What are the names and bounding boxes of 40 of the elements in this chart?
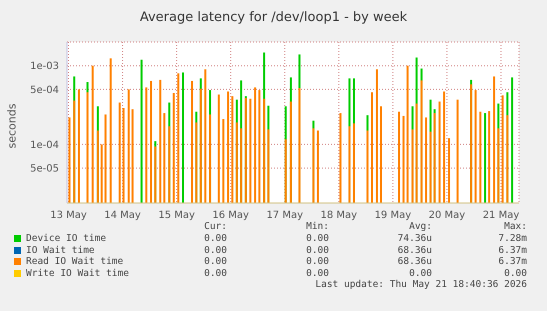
- legend-label: Write IO Wait time: [26, 268, 129, 278]
- text: 0.00: [203, 268, 227, 278]
- x-tick-label: 13 May: [50, 210, 87, 222]
- x-tick-label: 19 May: [374, 210, 412, 222]
- text: 68.36u: [396, 256, 432, 267]
- y-tick-label: 1e-03: [30, 61, 59, 72]
- text: 0.00: [503, 268, 527, 278]
- text: Last update: Thu May 21 18:40:36 2026: [315, 279, 527, 290]
- text: 0.00: [305, 256, 329, 267]
- text: 74.36u: [396, 233, 432, 244]
- text: 0.00: [203, 244, 227, 256]
- text: 0.00: [408, 268, 432, 278]
- y-tick-label: 5e-05: [30, 164, 59, 175]
- legend-label: Device IO time: [26, 233, 106, 244]
- text: Cur:: [203, 221, 227, 232]
- text: Avg:: [408, 221, 432, 232]
- x-tick-label: 17 May: [266, 210, 304, 222]
- x-tick-label: 20 May: [428, 210, 466, 222]
- y-axis-title: seconds: [6, 104, 18, 148]
- text: 0.00: [305, 244, 329, 256]
- text: 6.37m: [497, 244, 527, 256]
- text: 0.00: [305, 268, 329, 278]
- text: Max:: [503, 221, 527, 232]
- x-tick-label: 15 May: [158, 210, 195, 222]
- y-tick-label: 1e-04: [30, 140, 59, 151]
- text: Min:: [305, 221, 329, 232]
- legend-label: Read IO Wait time: [26, 256, 124, 267]
- y-tick-label: 5e-04: [30, 84, 59, 96]
- chart-title: Average latency for /dev/loop1 - by week: [138, 10, 408, 25]
- x-tick-label: 21 May: [482, 210, 520, 222]
- text: 68.36u: [396, 244, 432, 256]
- legend-label: IO Wait time: [26, 244, 95, 256]
- text: 7.28m: [497, 233, 527, 244]
- text: 0.00: [305, 233, 329, 244]
- text: 0.00: [203, 256, 227, 267]
- x-tick-label: 18 May: [320, 210, 358, 222]
- x-tick-label: 14 May: [104, 210, 141, 222]
- x-tick-label: 16 May: [212, 210, 250, 222]
- text: 0.00: [203, 233, 227, 244]
- text: 6.37m: [497, 256, 527, 267]
